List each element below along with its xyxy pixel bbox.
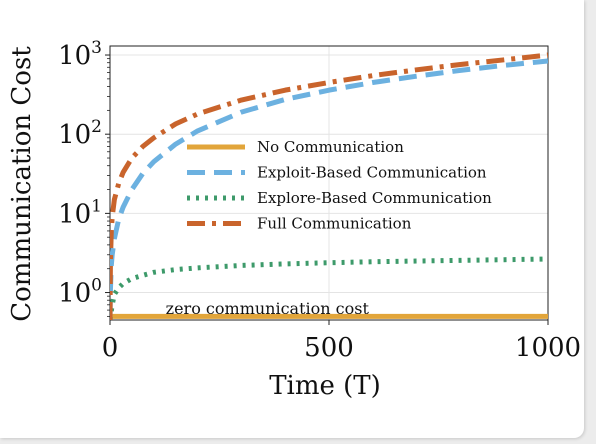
y-tick-label-3: 103: [58, 38, 102, 71]
x-axis-ticks: 0 500 1000: [102, 320, 581, 363]
series-line-2: [110, 256, 548, 320]
y-axis-ticks: 100 101 102 103: [58, 38, 110, 317]
y-axis-label: Communication Cost: [7, 46, 37, 322]
legend-label-0: No Communication: [257, 138, 404, 156]
legend-label-1: Exploit-Based Communication: [257, 164, 487, 182]
series-lines: [110, 52, 548, 320]
y-tick-label-2: 102: [58, 117, 102, 150]
annotations: zero communication cost: [166, 299, 370, 318]
series-line-1: [110, 58, 548, 320]
y-tick-label-0: 100: [58, 276, 102, 309]
annotation-0: zero communication cost: [166, 299, 370, 318]
legend-label-3: Full Communication: [257, 215, 412, 233]
figure-frame: [0, 0, 584, 438]
legend: No Communication Exploit-Based Communicat…: [187, 138, 492, 233]
y-tick-label-1: 101: [58, 196, 102, 229]
grid: [109, 46, 549, 320]
legend-label-2: Explore-Based Communication: [257, 189, 492, 207]
series-line-3: [110, 52, 548, 320]
x-tick-label-1: 500: [304, 333, 354, 363]
x-tick-label-2: 1000: [515, 333, 581, 363]
x-tick-label-0: 0: [102, 333, 119, 363]
x-axis-label: Time (T): [269, 371, 381, 401]
